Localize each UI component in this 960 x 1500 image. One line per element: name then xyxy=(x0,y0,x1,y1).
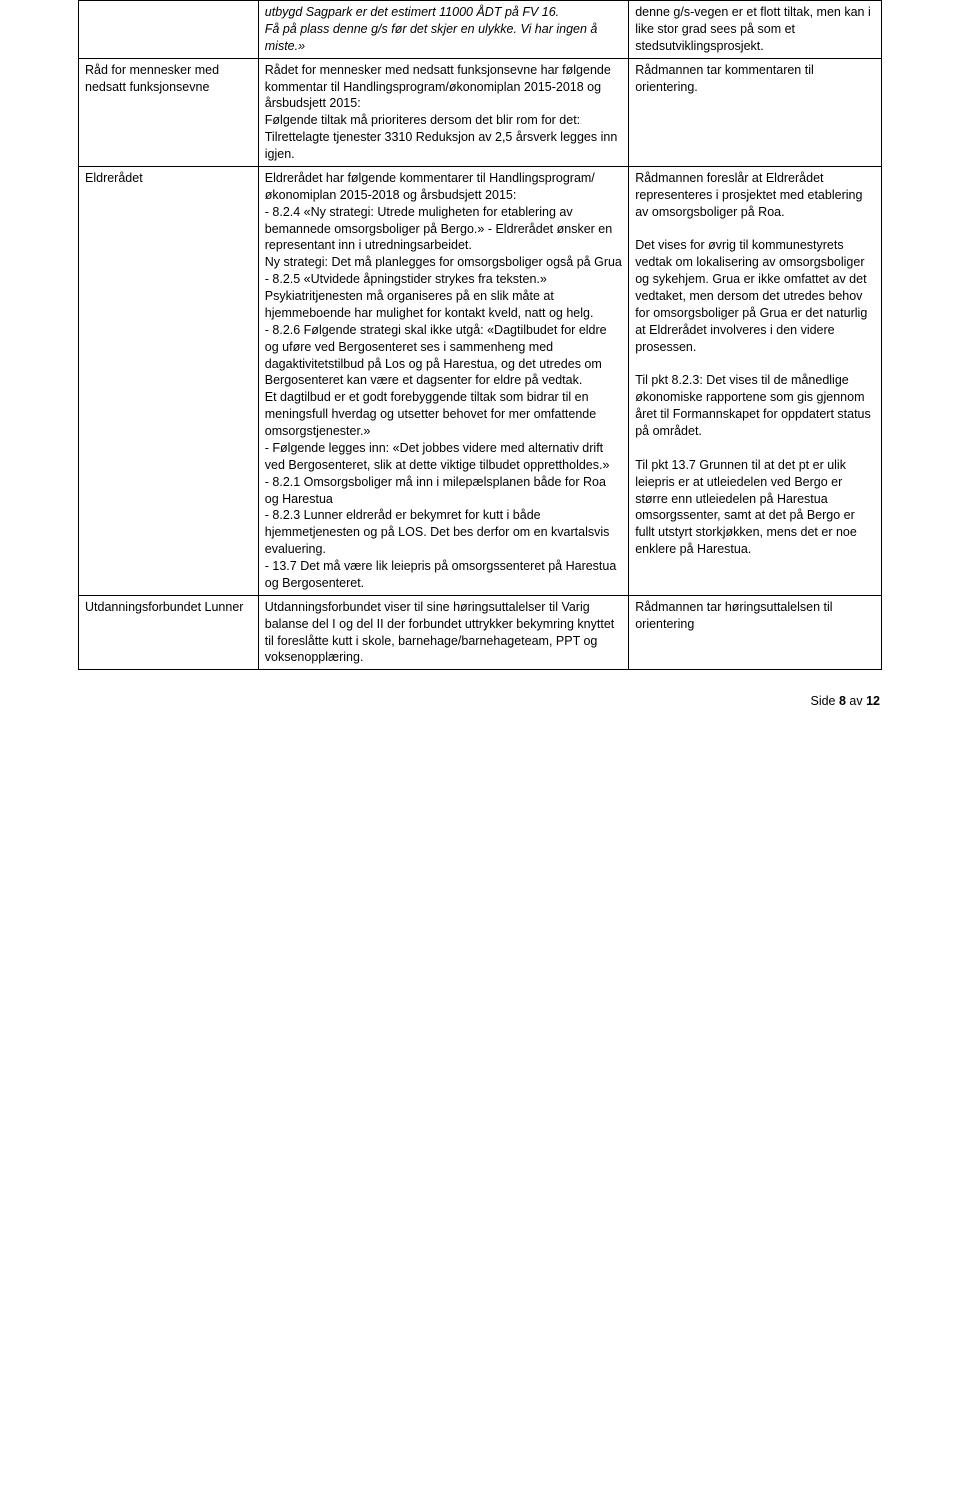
cell-col2: Utdanningsforbundet viser til sine hørin… xyxy=(258,595,628,670)
footer-page-total: 12 xyxy=(866,694,880,708)
cell-col1: Råd for mennesker med nedsatt funksjonse… xyxy=(79,58,259,166)
page-footer: Side 8 av 12 xyxy=(78,694,882,708)
content-table: utbygd Sagpark er det estimert 11000 ÅDT… xyxy=(78,0,882,670)
footer-mid: av xyxy=(846,694,866,708)
italic-text: utbygd Sagpark er det estimert 11000 ÅDT… xyxy=(265,5,598,53)
footer-page-num: 8 xyxy=(839,694,846,708)
cell-col3: denne g/s-vegen er et flott tiltak, men … xyxy=(629,1,882,59)
cell-col3: Rådmannen foreslår at Eldrerådet represe… xyxy=(629,166,882,595)
table-row: Eldrerådet Eldrerådet har følgende komme… xyxy=(79,166,882,595)
cell-col3: Rådmannen tar høringsuttalelsen til orie… xyxy=(629,595,882,670)
table-row: Råd for mennesker med nedsatt funksjonse… xyxy=(79,58,882,166)
footer-prefix: Side xyxy=(810,694,839,708)
document-page: utbygd Sagpark er det estimert 11000 ÅDT… xyxy=(0,0,960,748)
cell-col1: Utdanningsforbundet Lunner xyxy=(79,595,259,670)
cell-col3: Rådmannen tar kommentaren til orienterin… xyxy=(629,58,882,166)
cell-col1: Eldrerådet xyxy=(79,166,259,595)
cell-col2: Rådet for mennesker med nedsatt funksjon… xyxy=(258,58,628,166)
cell-col2: utbygd Sagpark er det estimert 11000 ÅDT… xyxy=(258,1,628,59)
cell-col1 xyxy=(79,1,259,59)
table-row: utbygd Sagpark er det estimert 11000 ÅDT… xyxy=(79,1,882,59)
table-row: Utdanningsforbundet Lunner Utdanningsfor… xyxy=(79,595,882,670)
cell-col2: Eldrerådet har følgende kommentarer til … xyxy=(258,166,628,595)
